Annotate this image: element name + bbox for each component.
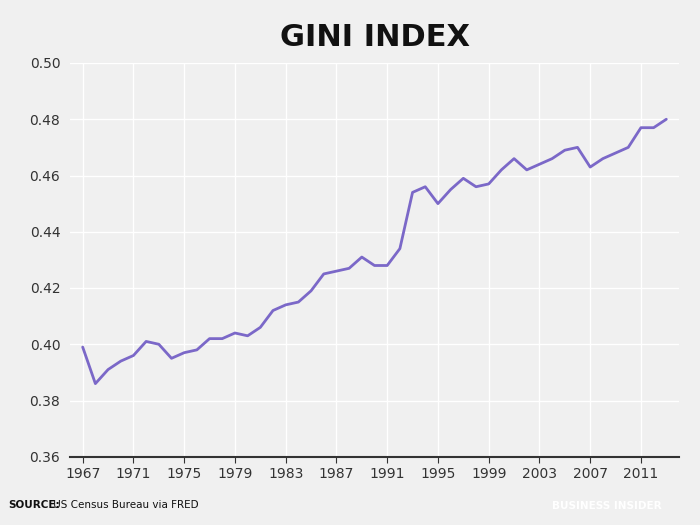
Text: SOURCE:: SOURCE: <box>8 500 60 510</box>
Title: GINI INDEX: GINI INDEX <box>279 23 470 52</box>
Text: BUSINESS INSIDER: BUSINESS INSIDER <box>552 501 662 511</box>
Text: US Census Bureau via FRED: US Census Bureau via FRED <box>50 500 199 510</box>
